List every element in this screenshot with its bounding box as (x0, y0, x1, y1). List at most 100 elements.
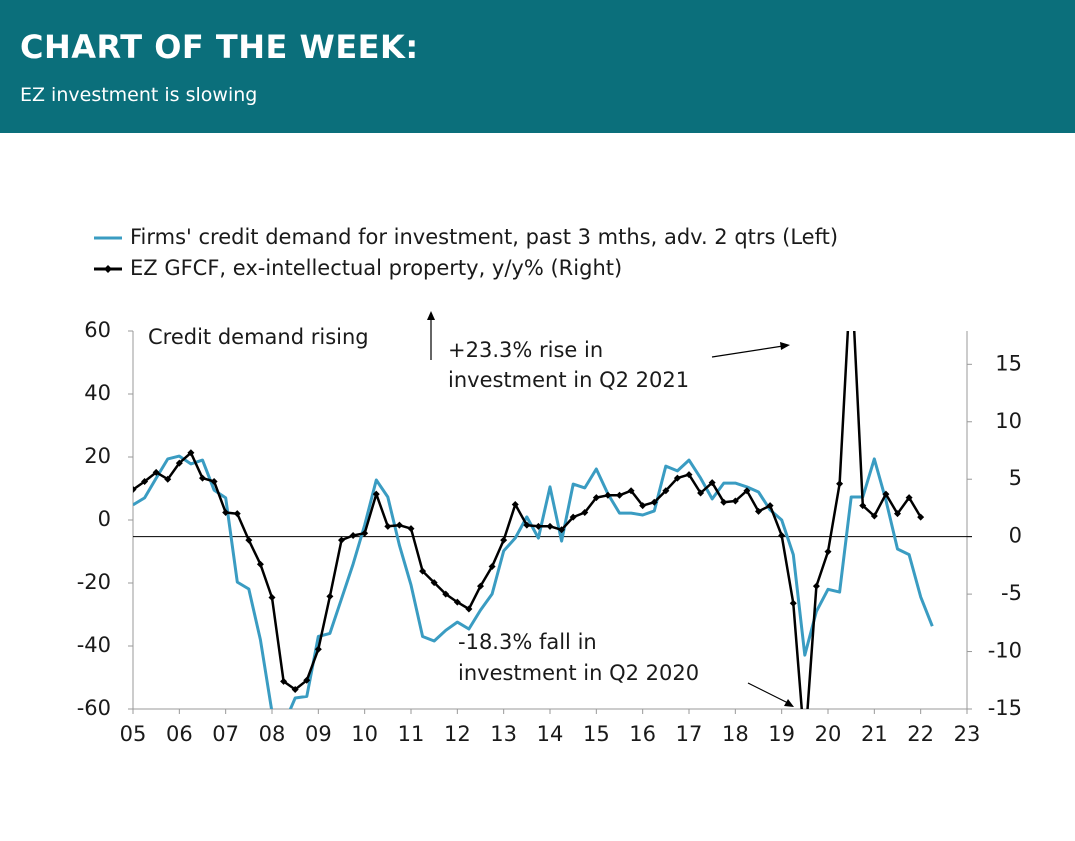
annotation-arrow (711, 345, 784, 358)
annotation: -18.3% fall in (458, 630, 597, 654)
series-marker (430, 579, 438, 587)
x-tick-label: 11 (398, 722, 425, 746)
series-marker (233, 510, 241, 518)
series-marker (419, 567, 427, 575)
y-tick-label: 0 (98, 507, 111, 531)
header-band: CHART OF THE WEEK: EZ investment is slow… (0, 0, 1075, 133)
series-marker (349, 532, 357, 540)
series-marker (534, 522, 542, 530)
series-marker (395, 521, 403, 529)
series-line (133, 454, 934, 709)
series-marker (303, 676, 311, 684)
x-tick-label: 08 (259, 722, 286, 746)
series-marker (604, 491, 612, 499)
series-marker (465, 605, 473, 613)
x-tick-label: 16 (629, 722, 656, 746)
series-marker (639, 502, 647, 510)
series-marker (836, 480, 844, 488)
series-marker (882, 490, 890, 498)
series-marker (812, 582, 820, 590)
legend-marker (104, 265, 112, 273)
y2-tick-label: -10 (988, 639, 1022, 663)
series-marker (697, 489, 705, 497)
x-tick-label: 07 (212, 722, 239, 746)
series-marker (372, 490, 380, 498)
annotation: Credit demand rising (148, 325, 369, 349)
series-marker (453, 598, 461, 606)
series-marker (708, 479, 716, 487)
series-marker (870, 512, 878, 520)
x-tick-label: 17 (676, 722, 703, 746)
series-marker (222, 509, 230, 517)
y-tick-label: 20 (84, 444, 111, 468)
x-tick-label: 09 (305, 722, 332, 746)
y2-tick-label: 5 (1009, 466, 1022, 490)
series-marker (917, 513, 925, 521)
annotation: investment in Q2 2021 (448, 368, 689, 392)
series-marker (326, 592, 334, 600)
series-marker (627, 487, 635, 495)
series-marker (662, 487, 670, 495)
series-marker (268, 594, 276, 602)
series-marker (894, 510, 901, 518)
x-tick-label: 12 (444, 722, 471, 746)
subtitle: EZ investment is slowing (20, 84, 258, 106)
series-marker (673, 474, 681, 482)
series-marker (314, 645, 322, 653)
series-marker (152, 468, 160, 476)
series-marker (361, 529, 369, 537)
series-marker (407, 525, 415, 533)
y2-tick-label: -15 (988, 696, 1022, 720)
x-tick-label: 13 (490, 722, 517, 746)
y2-tick-label: 10 (995, 409, 1022, 433)
series-marker (187, 449, 195, 457)
y-tick-label: 60 (84, 318, 111, 342)
x-tick-label: 19 (768, 722, 795, 746)
x-tick-label: 15 (583, 722, 610, 746)
series-marker (256, 560, 264, 568)
series-marker (175, 459, 183, 467)
x-tick-label: 20 (815, 722, 842, 746)
series-marker (801, 743, 808, 750)
series-marker (280, 677, 288, 685)
series-marker (488, 563, 496, 571)
series-group (133, 265, 925, 750)
series-marker (616, 491, 623, 499)
legend-label: Firms' credit demand for investment, pas… (130, 225, 838, 249)
series-marker (245, 536, 253, 544)
series-marker (199, 474, 206, 482)
series-marker (824, 548, 832, 556)
series-marker (755, 507, 762, 515)
series-marker (523, 521, 531, 529)
series-marker (581, 509, 589, 517)
series-marker (685, 471, 693, 479)
x-tick-label: 21 (861, 722, 888, 746)
series-marker (500, 536, 508, 544)
y2-tick-label: 15 (995, 351, 1022, 375)
series-marker (141, 478, 149, 486)
series-marker (133, 486, 137, 494)
y-tick-label: -40 (77, 633, 111, 657)
series-marker (511, 500, 519, 508)
x-tick-label: 18 (722, 722, 749, 746)
series-marker (338, 536, 345, 544)
series-group (133, 454, 934, 709)
series-marker (720, 498, 728, 506)
series-marker (442, 590, 450, 598)
x-tick-label: 23 (954, 722, 981, 746)
annotation: +23.3% rise in (448, 338, 603, 362)
series-marker (789, 599, 797, 607)
annotation-arrow (747, 682, 789, 704)
x-tick-label: 14 (537, 722, 564, 746)
y2-tick-label: -5 (1001, 581, 1022, 605)
annotation: investment in Q2 2020 (458, 661, 699, 685)
series-marker (164, 475, 172, 483)
y-tick-label: -20 (77, 570, 111, 594)
series-marker (650, 498, 658, 506)
y2-tick-label: 0 (1009, 524, 1022, 548)
series-marker (766, 502, 774, 510)
series-marker (558, 526, 566, 534)
series-marker (848, 265, 855, 272)
y-tick-label: -60 (77, 696, 111, 720)
